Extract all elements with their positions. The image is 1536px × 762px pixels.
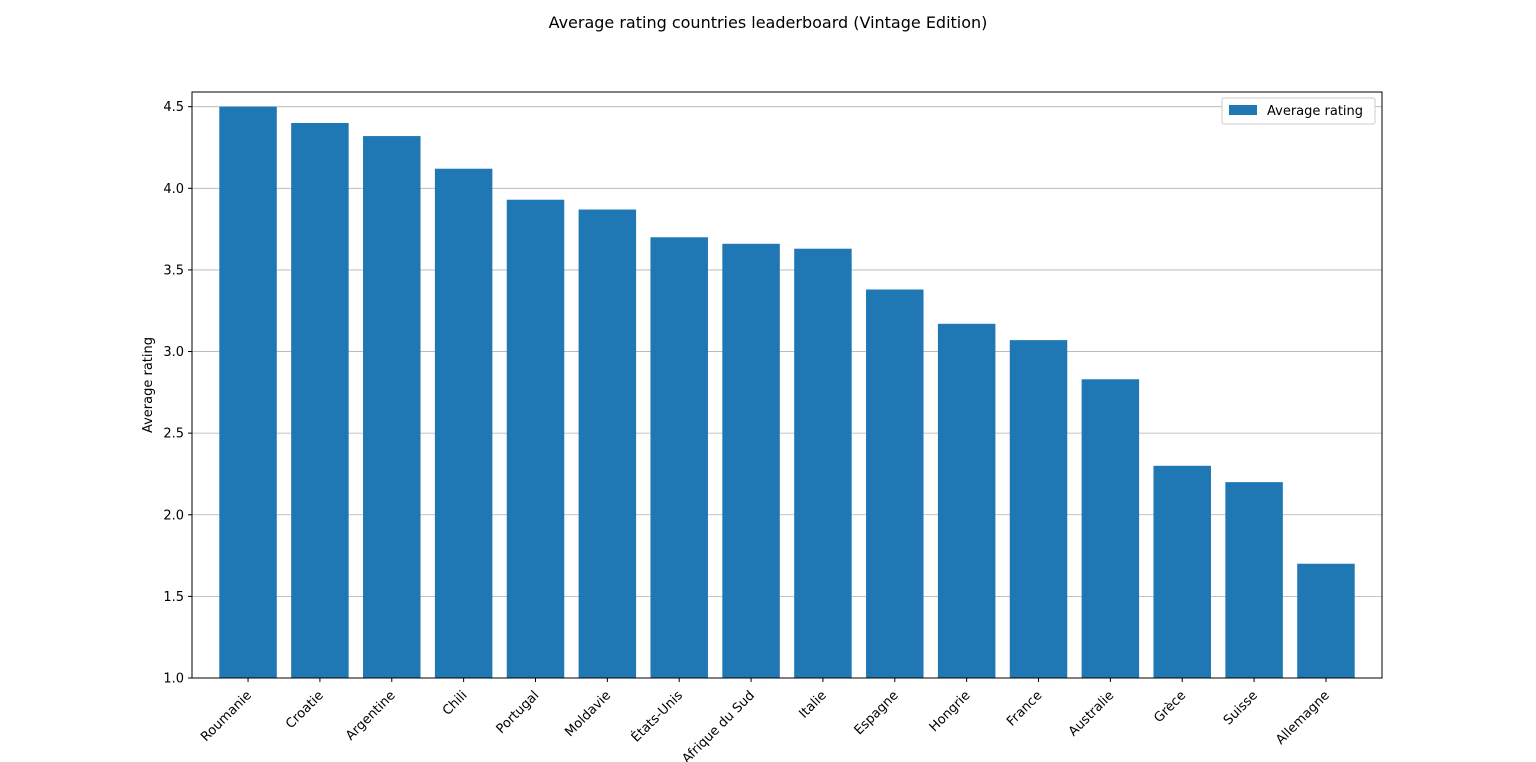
x-tick-label-13: Grèce (1151, 688, 1189, 726)
x-tick-label-12: Australie (1066, 688, 1117, 739)
x-tick-label-1: Croatie (283, 688, 327, 732)
x-tick-label-2: Argentine (343, 688, 398, 743)
bars (219, 106, 1355, 679)
x-tick-label-15: Allemagne (1273, 688, 1333, 748)
legend-swatch (1229, 105, 1257, 115)
bar-14 (1225, 482, 1283, 678)
bar-7 (722, 243, 780, 679)
y-tick-label-1: 1.5 (163, 590, 184, 605)
x-tick-label-0: Roumanie (198, 688, 255, 745)
bar-8 (794, 248, 852, 678)
bar-6 (650, 237, 708, 679)
bar-1 (291, 123, 349, 679)
x-tick-label-14: Suisse (1221, 688, 1261, 728)
bar-13 (1153, 465, 1211, 678)
x-tick-label-6: États-Unis (628, 687, 686, 745)
x-tick-label-8: Italie (796, 688, 829, 721)
x-axis-ticks: Roumanie Croatie Argentine Chili Portugal Mol… (198, 678, 1333, 762)
x-tick-label-10: Hongrie (927, 688, 974, 735)
bar-12 (1081, 379, 1140, 678)
bar-5 (578, 209, 637, 678)
chart-title: Average rating countries leaderboard (Vi… (549, 13, 988, 32)
x-tick-label-3: Chili (440, 688, 471, 719)
y-axis-label: Average rating (141, 337, 156, 433)
plot-area-frame (191, 91, 1383, 679)
bar-9 (866, 289, 924, 678)
x-tick-label-11: France (1004, 688, 1045, 729)
y-tick-label-0: 1.0 (163, 672, 184, 687)
y-tick-label-5: 3.5 (163, 263, 184, 278)
x-tick-label-5: Moldavie (562, 688, 614, 740)
y-tick-label-7: 4.5 (163, 100, 184, 115)
bar-4 (506, 199, 565, 678)
bar-2 (363, 136, 421, 679)
y-tick-label-6: 4.0 (163, 182, 184, 197)
x-tick-label-9: Espagne (852, 688, 902, 738)
bar-15 (1297, 563, 1355, 678)
x-tick-label-7: Afrique du Sud (679, 688, 757, 762)
x-tick-label-4: Portugal (494, 688, 543, 737)
legend-label: Average rating (1267, 104, 1363, 119)
y-axis-ticks: 1.0 1.5 2.0 2.5 3.0 3.5 4.0 4.5 (163, 100, 192, 687)
bar-11 (1009, 340, 1068, 678)
legend-box (1221, 97, 1376, 125)
bar-10 (937, 323, 996, 678)
y-tick-label-4: 3.0 (163, 345, 184, 360)
legend: Average rating (1221, 97, 1376, 125)
y-tick-label-2: 2.0 (163, 508, 184, 523)
bar-0 (219, 106, 277, 679)
y-tick-label-3: 2.5 (163, 427, 184, 442)
bar-3 (434, 168, 493, 678)
